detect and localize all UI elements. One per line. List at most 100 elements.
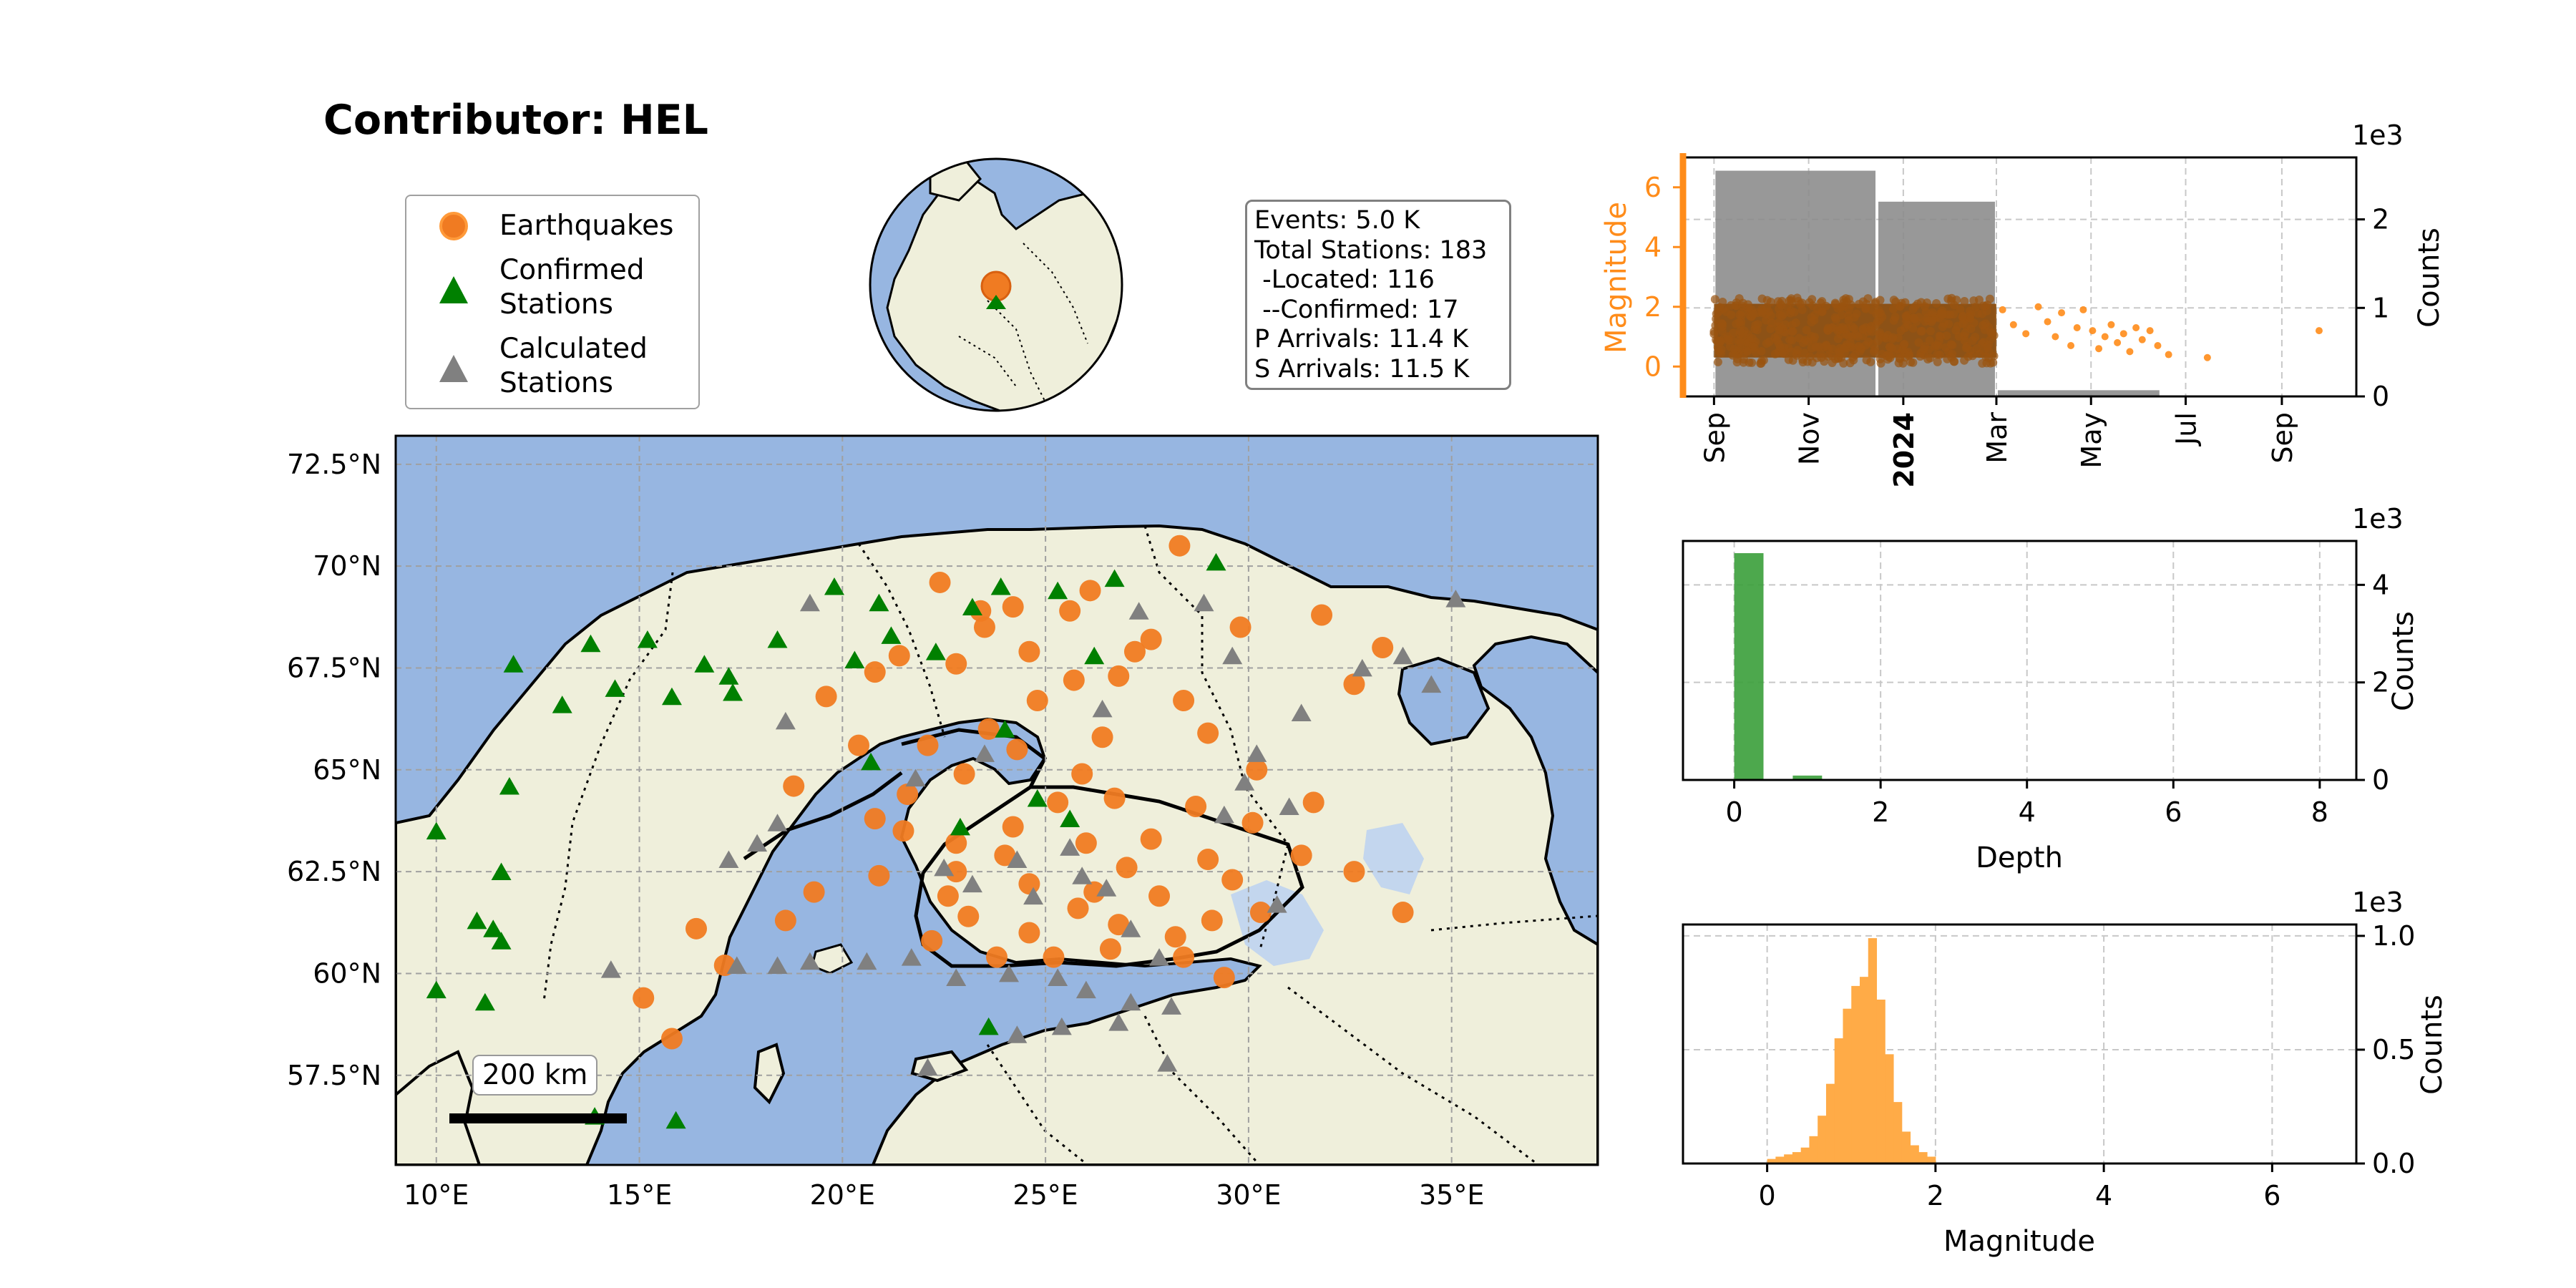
earthquake-point	[1026, 690, 1048, 712]
time-dense-point	[1798, 355, 1807, 364]
time-dense-point	[1750, 325, 1760, 334]
time-dense-point	[1925, 336, 1934, 345]
earthquake-point	[1018, 873, 1040, 895]
map-xtick-label: 10°E	[404, 1179, 469, 1211]
legend-label-confirmed-2: Stations	[499, 288, 613, 321]
calculated-station-point	[1108, 1013, 1129, 1031]
time-dense-point	[1797, 298, 1807, 308]
time-dense-point	[1893, 344, 1902, 353]
time-dense-point	[1938, 322, 1947, 331]
earthquake-point	[633, 987, 655, 1009]
earthquake-point	[945, 832, 967, 854]
time-dense-point	[1729, 344, 1739, 353]
confirmed-station-point	[637, 630, 658, 648]
map-ytick-label: 70°N	[313, 550, 381, 582]
map-ytick-label: 67.5°N	[287, 652, 381, 683]
mag-bar	[1843, 1008, 1852, 1163]
time-ytick-label: 6	[1644, 172, 1662, 203]
earthquake-point	[1164, 926, 1186, 948]
earthquake-point	[1079, 580, 1101, 602]
time-dense-point	[1735, 310, 1745, 319]
calculated-station-point	[1121, 992, 1141, 1011]
time-sparse-point	[2058, 309, 2066, 317]
map-lake-ladoga	[1231, 880, 1324, 966]
time-dense-point	[1958, 319, 1967, 328]
stats-s-arrivals: S Arrivals: 11.5 K	[1254, 354, 1470, 384]
time-sparse-point	[2044, 318, 2051, 326]
earthquake-point	[917, 734, 939, 756]
map-border-sweden-norway	[542, 572, 674, 1002]
time-dense-point	[1949, 301, 1958, 310]
map-network-outline-2	[743, 771, 903, 861]
time-dense-point	[1871, 298, 1880, 307]
time-dense-point	[1765, 337, 1774, 346]
stats-events: Events: 5.0 K	[1254, 206, 1420, 235]
earthquake-point	[977, 718, 1000, 740]
time-dense-point	[1908, 304, 1918, 313]
time-dense-point	[1815, 342, 1824, 351]
earthquake-point	[864, 808, 886, 830]
magnitude-histogram: 0 2 4 6 0.0 0.5 1.0 Magnitude Counts 1e3	[1682, 887, 2449, 1258]
time-dense-point	[1936, 350, 1945, 359]
earthquake-point	[1099, 938, 1121, 960]
stats-located: -Located: 116	[1254, 265, 1435, 294]
time-ylabel: Magnitude	[1600, 202, 1633, 353]
mag-xtick-label: 0	[1759, 1180, 1776, 1211]
mag-bar	[1767, 1158, 1776, 1163]
time-dense-point	[1813, 304, 1822, 313]
time-dense-point	[1982, 358, 1991, 368]
earthquake-point	[1241, 811, 1264, 834]
confirmed-station-point	[426, 980, 447, 999]
time-dense-point	[1735, 326, 1745, 336]
map-land-denmark	[396, 1050, 482, 1165]
time-dense-point	[1988, 328, 1997, 338]
time-dense-point	[1861, 303, 1870, 313]
time-dense-point	[1748, 333, 1757, 343]
calculated-station-point	[726, 956, 747, 974]
time-dense-point	[1810, 332, 1820, 341]
confirmed-station-point	[605, 679, 625, 697]
calculated-station-point	[962, 874, 982, 893]
globe-rim	[869, 157, 1123, 412]
time-dense-point	[1830, 298, 1840, 308]
calculated-station-point	[999, 964, 1020, 982]
time-dense-point	[1960, 356, 1969, 365]
depth-ytick-label: 0	[2372, 764, 2389, 796]
time-dense-point	[1989, 358, 1998, 367]
time-dense-point	[1896, 354, 1905, 364]
time-xtick-label: May	[2076, 412, 2107, 469]
calculated-station-point	[1157, 1054, 1178, 1072]
stats-confirmed: --Confirmed: 17	[1254, 295, 1459, 324]
depth-y-scale: 1e3	[2352, 503, 2404, 535]
confirmed-station-point	[552, 696, 572, 713]
legend-item-calculated: Calculated Stations	[406, 332, 698, 404]
earthquake-point	[1006, 738, 1028, 761]
calculated-station-point	[1352, 658, 1372, 677]
time-sparse-point	[2067, 342, 2075, 350]
time-dense-point	[1891, 297, 1901, 306]
calculated-station-point	[1023, 887, 1044, 905]
map-island-gotland	[753, 1043, 786, 1105]
earthquake-point	[1123, 640, 1146, 663]
confirmed-station-point	[990, 577, 1011, 595]
earthquake-point	[1002, 816, 1024, 838]
time-y2tick-label: 0	[2372, 381, 2389, 412]
time-y2tick-label: 1	[2372, 292, 2389, 323]
earthquake-point	[986, 946, 1008, 968]
depth-panel-frame	[1682, 540, 2358, 781]
mag-bar	[1775, 1156, 1785, 1163]
legend-label-earthquakes: Earthquakes	[499, 210, 674, 242]
time-sparse-point	[2146, 327, 2154, 335]
confirmed-station-point	[767, 630, 788, 648]
map-ytick-label: 65°N	[313, 754, 381, 786]
calculated-station-point	[1128, 602, 1149, 620]
time-dense-point	[1712, 314, 1721, 323]
depth-xtick-label: 2	[1872, 796, 1889, 828]
confirmed-station-point	[1027, 789, 1048, 807]
depth-xtick-label: 0	[1726, 796, 1743, 828]
calculated-station-point	[799, 593, 820, 612]
legend-item-confirmed: Confirmed Stations	[406, 253, 698, 325]
stats-total-stations: Total Stations: 183	[1254, 235, 1488, 265]
time-y2-scale: 1e3	[2352, 119, 2404, 151]
time-dense-point	[1749, 310, 1758, 319]
